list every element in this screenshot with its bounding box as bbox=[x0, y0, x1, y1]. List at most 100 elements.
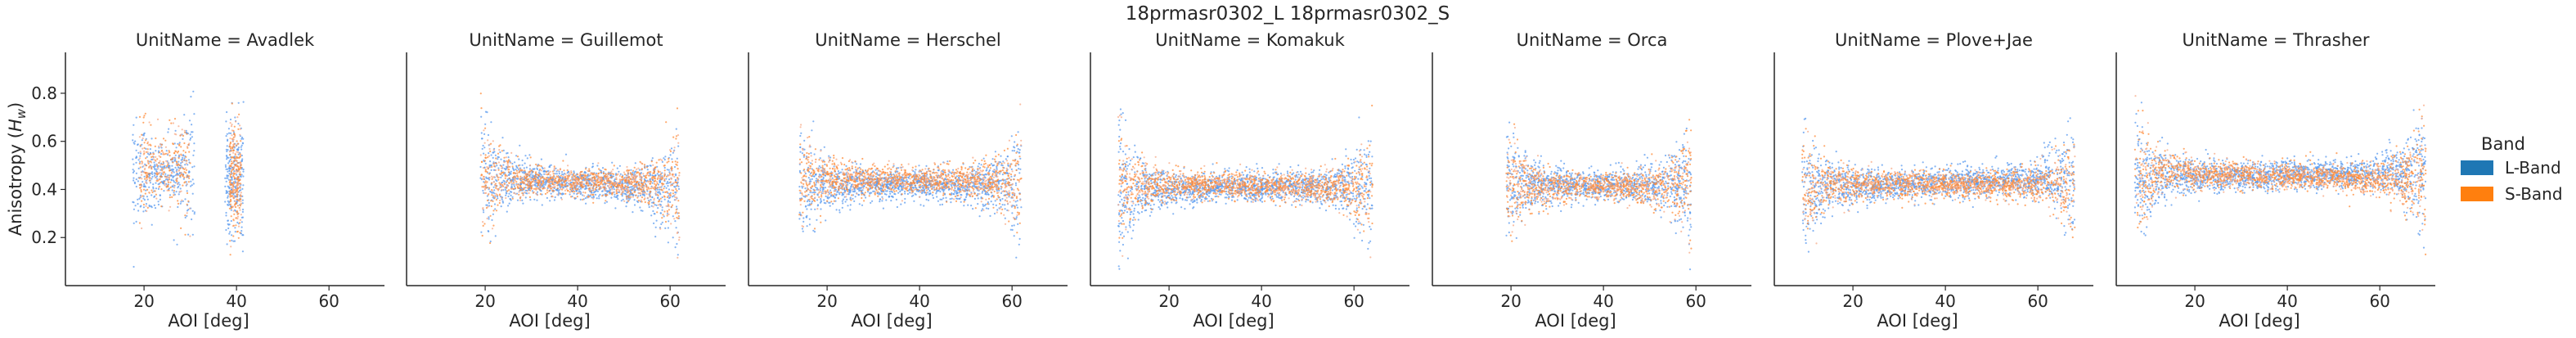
data-point bbox=[973, 169, 976, 172]
data-point bbox=[529, 177, 533, 179]
data-point bbox=[807, 204, 810, 206]
data-point bbox=[132, 201, 134, 203]
data-point bbox=[227, 227, 230, 230]
data-point bbox=[506, 185, 508, 188]
data-point bbox=[233, 170, 236, 173]
data-point bbox=[972, 208, 974, 210]
data-point bbox=[227, 162, 230, 164]
data-point bbox=[609, 176, 612, 178]
data-point bbox=[649, 178, 652, 180]
data-point bbox=[150, 160, 152, 163]
data-point bbox=[225, 190, 227, 192]
data-point bbox=[152, 183, 155, 186]
data-point bbox=[193, 150, 196, 152]
data-point bbox=[640, 172, 643, 174]
data-point bbox=[156, 178, 159, 180]
data-point bbox=[514, 161, 516, 164]
data-point bbox=[503, 167, 506, 170]
data-point bbox=[818, 164, 820, 168]
data-point bbox=[510, 191, 513, 193]
data-point bbox=[664, 227, 667, 229]
data-point bbox=[224, 177, 227, 179]
data-point bbox=[815, 179, 817, 183]
data-point bbox=[531, 190, 534, 192]
data-point bbox=[480, 174, 483, 176]
data-point bbox=[677, 215, 680, 218]
data-point bbox=[488, 155, 491, 157]
data-point bbox=[585, 183, 588, 185]
data-point bbox=[542, 177, 544, 179]
data-point bbox=[928, 190, 931, 192]
data-point bbox=[166, 189, 169, 192]
data-point bbox=[538, 181, 541, 183]
data-point bbox=[591, 181, 594, 183]
data-point bbox=[611, 193, 614, 196]
data-point bbox=[1001, 174, 1004, 176]
data-point bbox=[232, 181, 235, 183]
data-point bbox=[519, 199, 522, 201]
data-point bbox=[573, 173, 575, 175]
data-point bbox=[528, 170, 531, 173]
data-point bbox=[553, 186, 556, 188]
data-point bbox=[240, 198, 242, 201]
data-point bbox=[897, 170, 899, 173]
data-point bbox=[551, 170, 555, 173]
data-point bbox=[1005, 158, 1007, 160]
data-point bbox=[511, 162, 514, 165]
data-point bbox=[844, 201, 847, 203]
data-point bbox=[182, 174, 184, 177]
data-point bbox=[524, 173, 527, 175]
data-point bbox=[986, 169, 988, 171]
data-point bbox=[158, 146, 160, 149]
data-point bbox=[661, 160, 664, 163]
data-point bbox=[174, 156, 177, 159]
data-point bbox=[602, 186, 605, 188]
data-point bbox=[178, 157, 180, 160]
data-point bbox=[174, 174, 177, 177]
data-point bbox=[524, 189, 527, 192]
data-point bbox=[646, 187, 649, 189]
data-point bbox=[667, 182, 669, 184]
data-point bbox=[133, 163, 135, 165]
data-point bbox=[602, 173, 605, 175]
data-point bbox=[617, 182, 619, 184]
data-point bbox=[232, 131, 235, 133]
data-point bbox=[176, 169, 178, 171]
data-point bbox=[850, 186, 852, 188]
data-point bbox=[658, 175, 660, 178]
data-point bbox=[230, 195, 232, 197]
data-point bbox=[641, 190, 643, 192]
x-tick-label: 60 bbox=[318, 291, 339, 311]
data-point bbox=[644, 179, 646, 183]
data-point bbox=[668, 160, 670, 163]
data-point bbox=[228, 182, 231, 184]
data-point bbox=[484, 162, 487, 164]
data-point bbox=[577, 174, 579, 176]
data-point bbox=[655, 181, 659, 183]
data-point bbox=[177, 187, 179, 189]
data-point bbox=[499, 186, 501, 189]
data-point bbox=[227, 170, 229, 173]
data-point bbox=[672, 150, 675, 152]
data-point bbox=[649, 194, 651, 196]
data-point bbox=[909, 192, 911, 194]
data-point bbox=[232, 145, 235, 147]
data-point bbox=[232, 235, 235, 237]
data-point bbox=[166, 164, 169, 168]
data-point bbox=[187, 200, 190, 202]
data-point bbox=[486, 204, 488, 206]
data-point bbox=[152, 158, 155, 160]
data-point bbox=[513, 183, 515, 186]
data-point bbox=[178, 183, 181, 186]
data-point bbox=[651, 201, 654, 204]
data-point bbox=[980, 210, 983, 212]
data-point bbox=[153, 196, 155, 198]
data-point bbox=[172, 161, 174, 164]
data-point bbox=[190, 96, 192, 98]
data-point bbox=[662, 191, 664, 193]
data-point bbox=[584, 192, 587, 194]
data-point bbox=[1014, 184, 1018, 187]
data-point bbox=[165, 160, 168, 162]
data-point bbox=[582, 198, 584, 201]
data-point bbox=[523, 167, 525, 169]
